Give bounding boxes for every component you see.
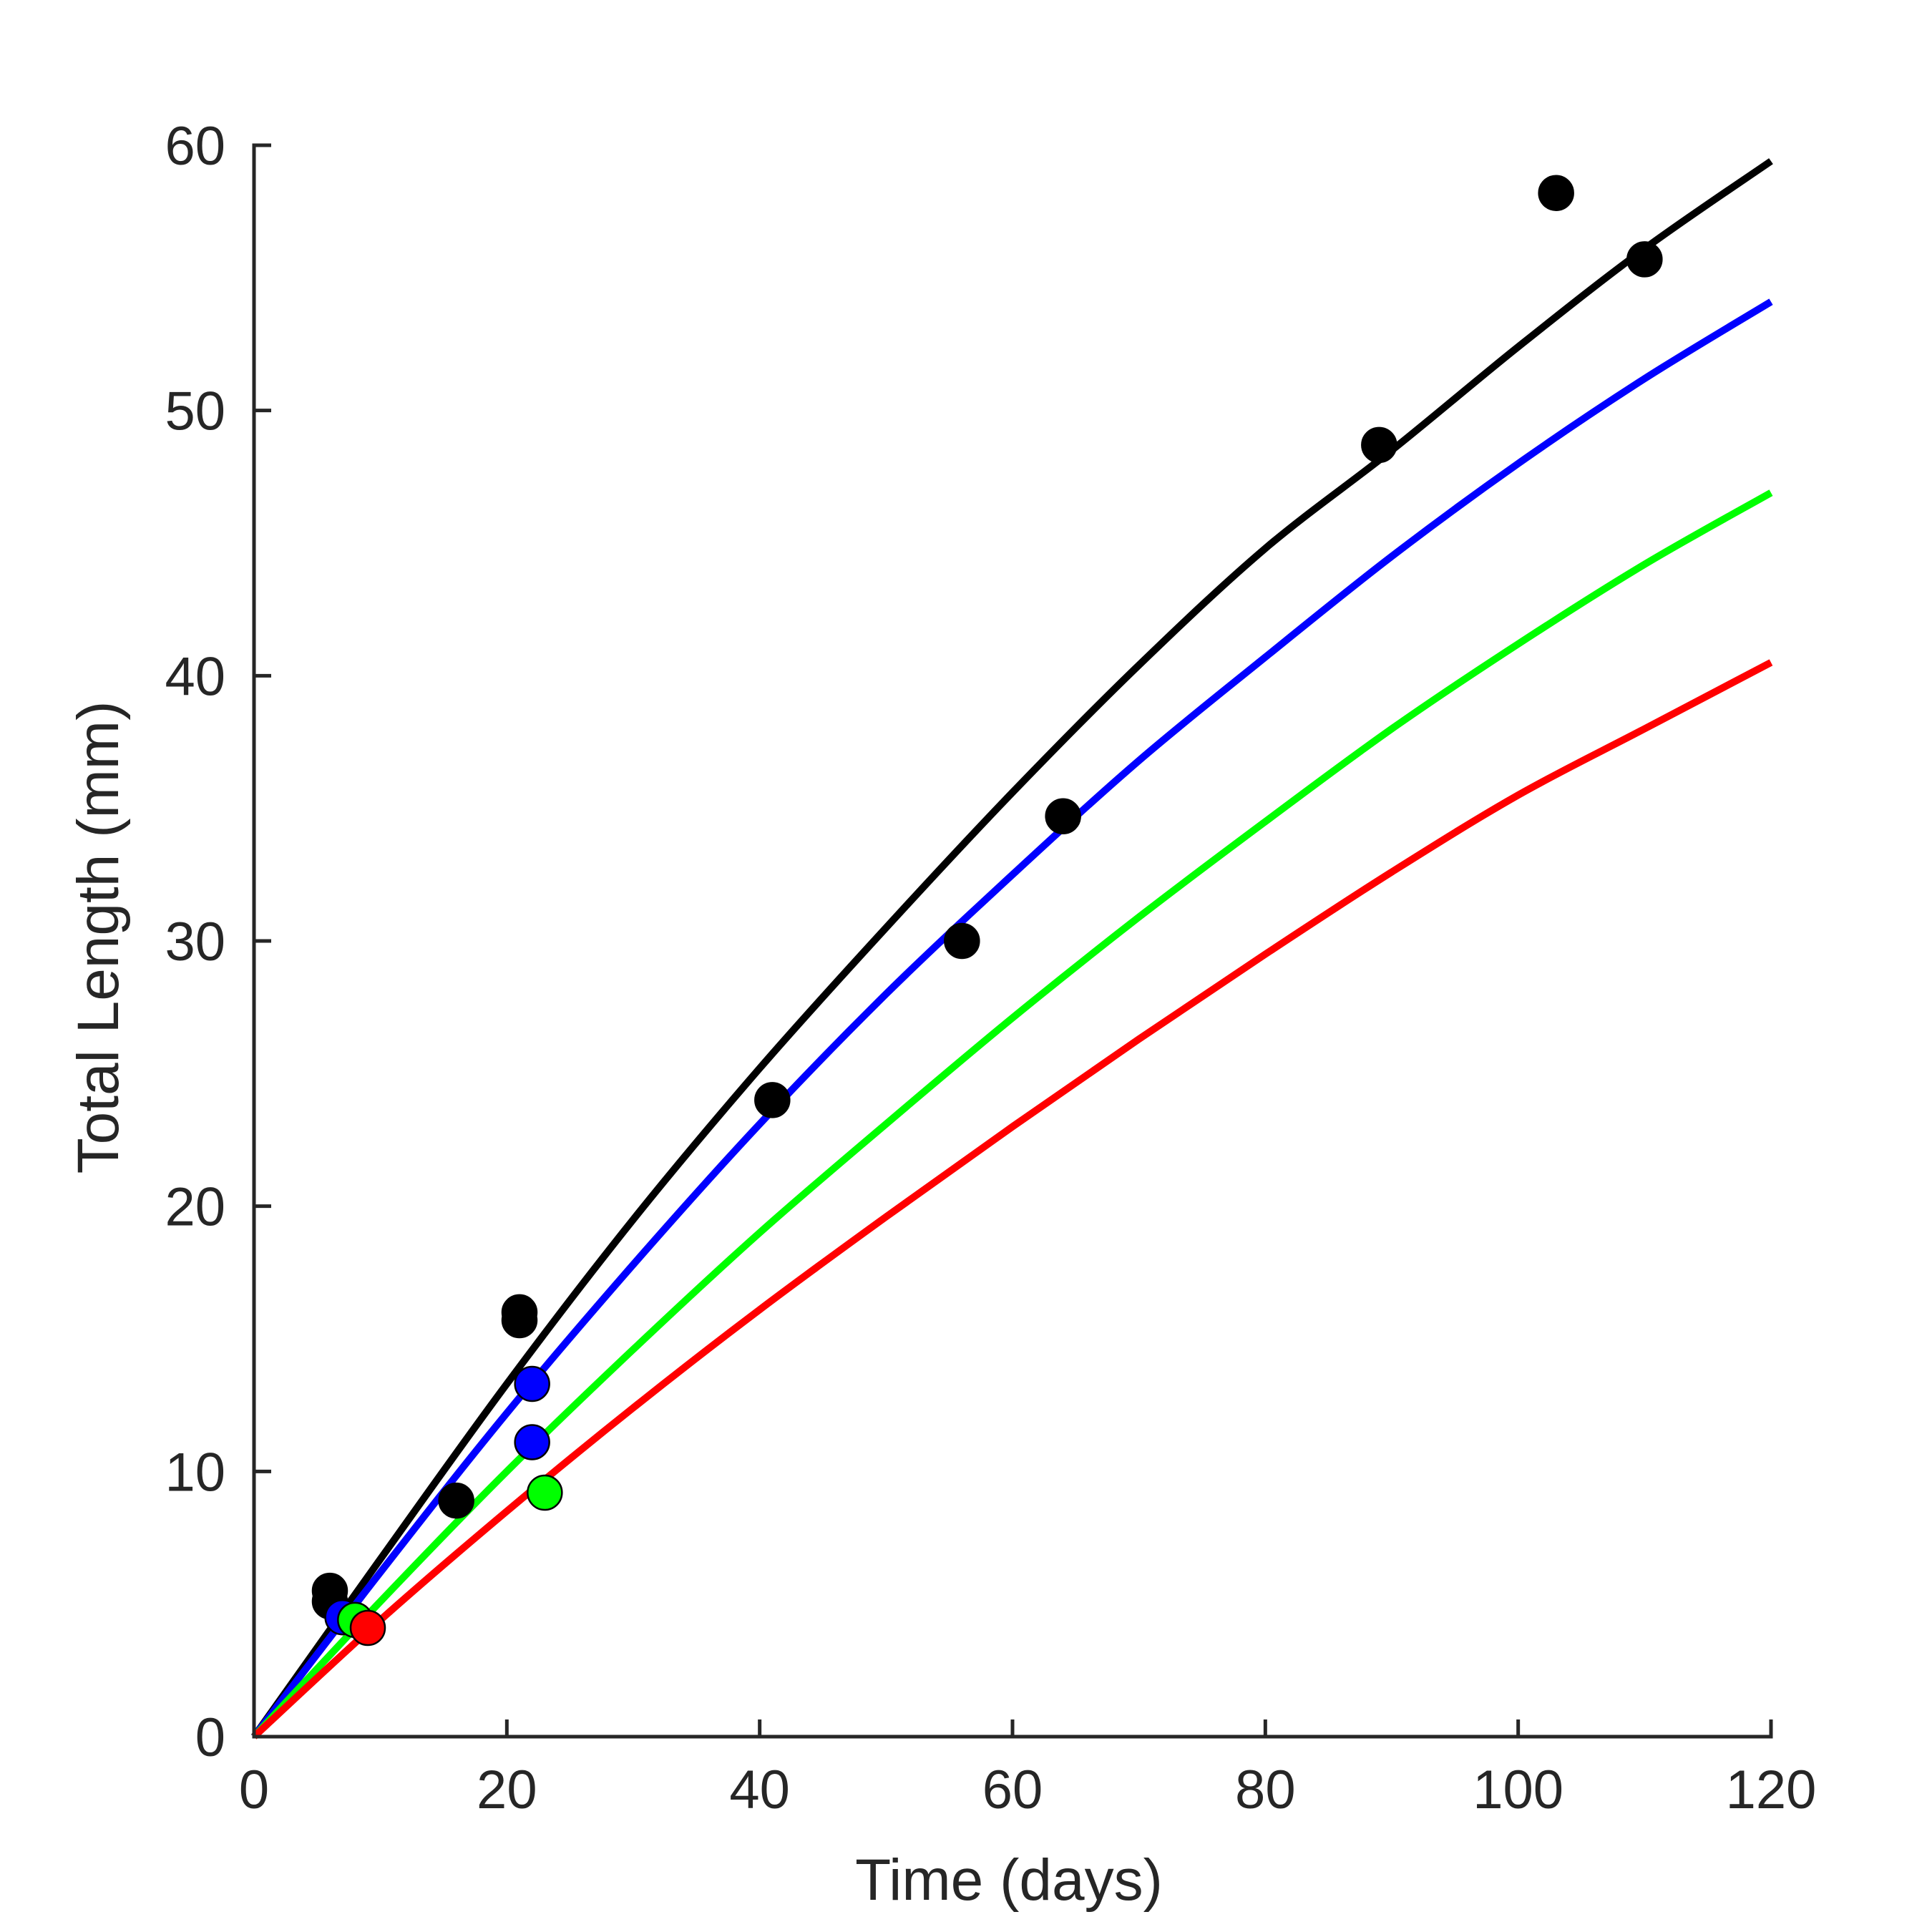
series-1-point-9 xyxy=(1361,426,1397,464)
series-4-line xyxy=(251,659,1773,1740)
series-2-point-3 xyxy=(514,1424,550,1460)
x-tick-label-40: 40 xyxy=(729,1760,790,1820)
series-1-line xyxy=(250,158,1773,1739)
x-tick-label-0: 0 xyxy=(239,1760,269,1820)
x-tick-label-80: 80 xyxy=(1235,1760,1296,1820)
y-tick-label-30: 30 xyxy=(165,912,225,972)
y-tick-label-10: 10 xyxy=(165,1442,225,1503)
y-tick-label-40: 40 xyxy=(165,646,225,707)
x-tick-label-120: 120 xyxy=(1726,1760,1817,1820)
y-tick-label-60: 60 xyxy=(165,116,225,177)
y-axis-label: Total Length (mm) xyxy=(66,701,131,1174)
y-tick-label-50: 50 xyxy=(165,381,225,442)
series-1-point-8 xyxy=(1045,798,1081,835)
x-tick-label-20: 20 xyxy=(477,1760,537,1820)
series-1-point-7 xyxy=(944,922,980,960)
x-tick-label-100: 100 xyxy=(1473,1760,1563,1820)
series-2-point-2 xyxy=(514,1365,550,1402)
series-curves xyxy=(250,158,1773,1740)
series-points xyxy=(311,175,1663,1646)
series-1-point-3 xyxy=(438,1482,474,1519)
axes: 0 20 40 60 80 100 120 0 10 20 30 40 50 60 xyxy=(165,116,1816,1820)
series-3-point-2 xyxy=(527,1474,563,1511)
series-1-point-5 xyxy=(501,1302,538,1339)
y-tick-label-0: 0 xyxy=(195,1707,225,1768)
series-1-point-6 xyxy=(754,1082,791,1118)
series-2-line xyxy=(251,298,1773,1740)
series-3-line xyxy=(251,489,1773,1740)
series-1-point-11 xyxy=(1626,241,1663,278)
series-1-point-10 xyxy=(1538,175,1574,211)
y-tick-label-20: 20 xyxy=(165,1177,225,1238)
series-4-point-1 xyxy=(349,1609,386,1646)
x-axis-label: Time (days) xyxy=(855,1848,1163,1913)
x-tick-label-60: 60 xyxy=(982,1760,1043,1820)
